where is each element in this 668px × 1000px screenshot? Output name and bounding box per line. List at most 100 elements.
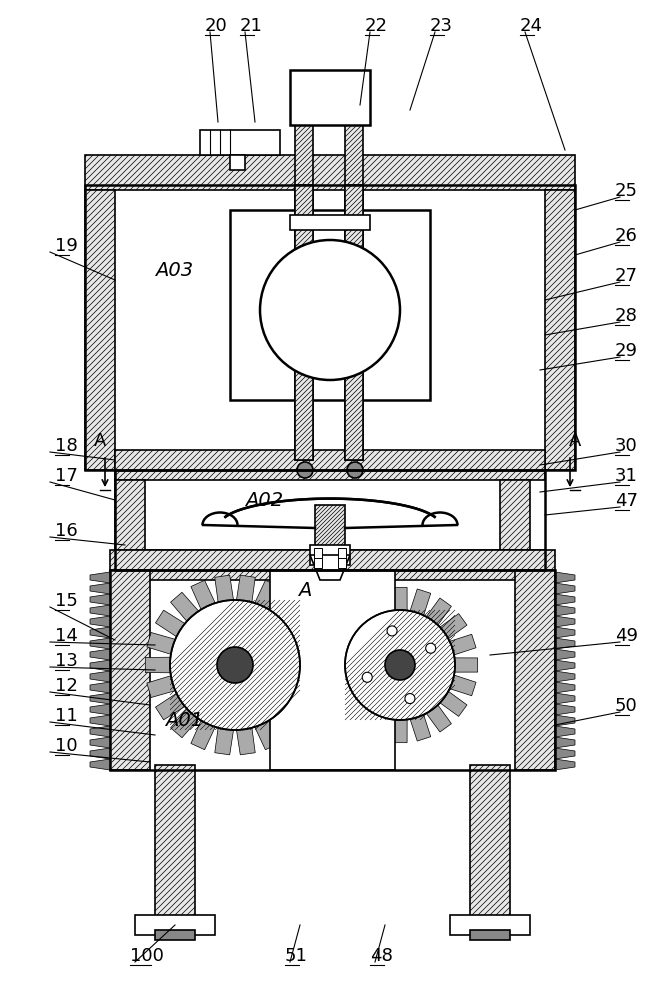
Bar <box>295 125 313 185</box>
Bar <box>345 185 363 460</box>
Text: 10: 10 <box>55 737 77 755</box>
Polygon shape <box>215 728 234 755</box>
Polygon shape <box>555 616 575 627</box>
Text: 100: 100 <box>130 947 164 965</box>
Text: 31: 31 <box>615 467 638 485</box>
Text: 14: 14 <box>55 627 78 645</box>
Polygon shape <box>450 634 476 655</box>
Bar <box>500 480 530 570</box>
Bar <box>270 570 395 770</box>
Polygon shape <box>90 693 110 704</box>
Polygon shape <box>90 627 110 638</box>
Polygon shape <box>295 632 323 654</box>
Polygon shape <box>450 675 476 696</box>
Polygon shape <box>90 682 110 693</box>
Polygon shape <box>555 649 575 660</box>
Polygon shape <box>426 705 452 732</box>
Bar <box>85 185 575 470</box>
Polygon shape <box>90 649 110 660</box>
Text: 17: 17 <box>55 467 78 485</box>
Polygon shape <box>555 759 575 770</box>
Polygon shape <box>90 638 110 649</box>
Circle shape <box>362 672 372 682</box>
Text: A03: A03 <box>155 261 193 280</box>
Text: A: A <box>299 581 312 600</box>
Polygon shape <box>333 614 360 639</box>
Polygon shape <box>90 594 110 605</box>
Bar <box>230 155 245 170</box>
Polygon shape <box>90 605 110 616</box>
Bar <box>110 570 555 770</box>
Text: 15: 15 <box>55 592 78 610</box>
Bar <box>338 548 346 558</box>
Polygon shape <box>555 671 575 682</box>
Bar <box>110 550 555 580</box>
Polygon shape <box>555 583 575 594</box>
Bar <box>315 505 345 550</box>
Text: 50: 50 <box>615 697 638 715</box>
Polygon shape <box>310 555 350 580</box>
Bar <box>290 70 370 125</box>
Polygon shape <box>90 748 110 759</box>
Text: 24: 24 <box>520 17 543 35</box>
Polygon shape <box>90 726 110 737</box>
Text: 49: 49 <box>615 627 638 645</box>
Polygon shape <box>324 675 350 696</box>
Bar <box>450 915 530 935</box>
Bar <box>345 125 363 185</box>
Polygon shape <box>191 720 215 750</box>
Polygon shape <box>90 715 110 726</box>
Bar <box>295 185 313 460</box>
Text: 28: 28 <box>615 307 638 325</box>
Circle shape <box>170 600 300 730</box>
Polygon shape <box>324 634 350 655</box>
Polygon shape <box>255 580 279 610</box>
Text: 29: 29 <box>615 342 638 360</box>
Bar <box>155 765 195 920</box>
Polygon shape <box>271 709 299 738</box>
Polygon shape <box>90 737 110 748</box>
Bar <box>115 470 545 570</box>
Polygon shape <box>90 660 110 671</box>
Polygon shape <box>393 587 407 610</box>
Text: 19: 19 <box>55 237 78 255</box>
Polygon shape <box>555 572 575 583</box>
Text: 48: 48 <box>370 947 393 965</box>
Polygon shape <box>555 605 575 616</box>
Polygon shape <box>295 676 323 698</box>
Text: 12: 12 <box>55 677 78 695</box>
Circle shape <box>405 694 415 704</box>
Polygon shape <box>156 610 185 637</box>
Text: A02: A02 <box>245 491 283 510</box>
Bar <box>310 545 350 565</box>
Polygon shape <box>555 627 575 638</box>
Polygon shape <box>440 691 467 716</box>
Polygon shape <box>555 638 575 649</box>
Polygon shape <box>555 737 575 748</box>
Text: 26: 26 <box>615 227 638 245</box>
Polygon shape <box>147 632 175 654</box>
Circle shape <box>217 647 253 683</box>
Polygon shape <box>90 704 110 715</box>
Bar <box>295 185 313 460</box>
Polygon shape <box>285 693 315 720</box>
Polygon shape <box>215 575 234 602</box>
Polygon shape <box>349 705 373 732</box>
Circle shape <box>345 610 455 720</box>
Polygon shape <box>285 610 315 637</box>
Polygon shape <box>90 572 110 583</box>
Polygon shape <box>271 592 299 621</box>
Bar <box>85 190 115 470</box>
Bar <box>230 210 430 400</box>
Circle shape <box>387 626 397 636</box>
Text: 23: 23 <box>430 17 453 35</box>
Circle shape <box>260 240 400 380</box>
Polygon shape <box>555 693 575 704</box>
Text: 30: 30 <box>615 437 638 455</box>
Polygon shape <box>90 583 110 594</box>
Circle shape <box>297 462 313 478</box>
Polygon shape <box>369 589 390 615</box>
Polygon shape <box>369 715 390 741</box>
Polygon shape <box>410 715 431 741</box>
Polygon shape <box>555 594 575 605</box>
